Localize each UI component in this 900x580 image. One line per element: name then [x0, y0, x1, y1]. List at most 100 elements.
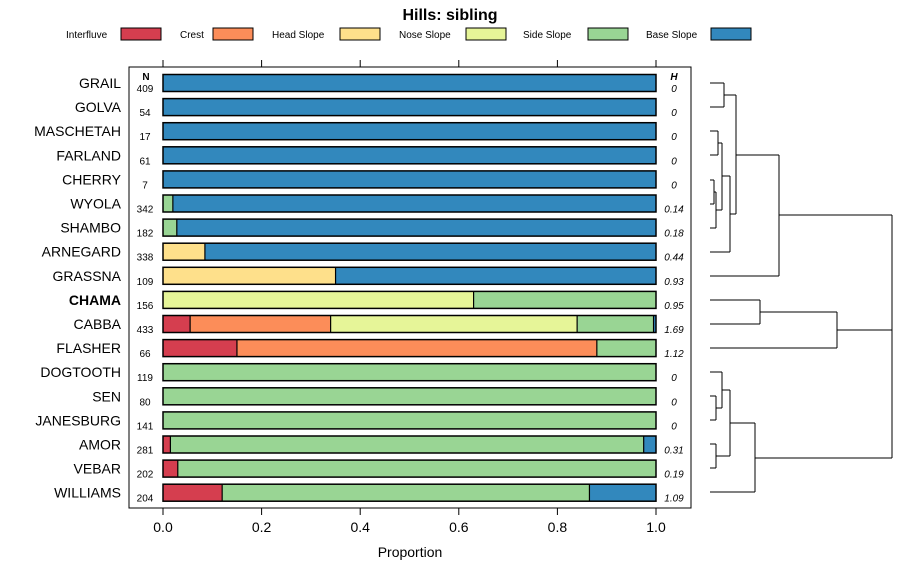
row-label: FLASHER — [56, 340, 121, 356]
x-tick-label: 0.0 — [153, 519, 173, 535]
bar-row: GOLVA 54 0 — [75, 97, 677, 119]
dendro-branch — [710, 154, 780, 277]
bar-segment — [163, 339, 237, 357]
bar-segment — [577, 315, 654, 333]
bar-outline — [162, 459, 657, 478]
x-axis: 0.0 0.2 0.4 0.6 0.8 1.0 — [153, 508, 666, 535]
n-column-header: N — [142, 72, 149, 83]
bar-segment — [163, 267, 336, 285]
dendro-branch — [710, 311, 838, 349]
n-value: 17 — [139, 132, 151, 143]
dendro-branch — [710, 179, 715, 205]
bar-outline — [162, 435, 657, 454]
dendro-branch — [710, 191, 717, 229]
x-tick-label: 0.2 — [252, 519, 272, 535]
bar-segment — [177, 460, 657, 478]
h-value: 0.18 — [664, 229, 684, 240]
bar-segment — [163, 460, 178, 478]
dendro-branch — [710, 82, 725, 108]
n-value: 54 — [139, 108, 151, 119]
row-label: SEN — [92, 388, 121, 404]
bar-outline — [162, 338, 657, 358]
chart-title: Hills: sibling — [402, 7, 497, 24]
x-tick-label: 0.6 — [449, 519, 469, 535]
bar-row: WYOLA 342 0.14 — [70, 194, 684, 216]
row-label: GRAIL — [79, 75, 121, 91]
legend-label: Head Slope — [272, 30, 325, 41]
h-value: 0 — [671, 373, 677, 384]
h-value: 1.09 — [664, 494, 684, 505]
bar-segment — [653, 315, 656, 333]
bar-outline — [162, 194, 657, 213]
legend-label: Interfluve — [66, 30, 108, 41]
legend-label: Base Slope — [646, 30, 698, 41]
bar-segment — [176, 219, 656, 237]
dendro-branch — [716, 142, 723, 211]
bar-segment — [163, 484, 223, 502]
bar-segment — [163, 243, 205, 261]
legend-swatch — [587, 27, 629, 41]
h-value: 0 — [671, 132, 677, 143]
x-tick-label: 0.8 — [548, 519, 568, 535]
n-value: 338 — [137, 253, 154, 264]
h-value: 0.93 — [664, 277, 684, 288]
bar-row: GRAIL 409 0 — [79, 73, 677, 95]
bar-outline — [162, 314, 657, 334]
bar-segment — [163, 219, 177, 237]
bar-outline — [162, 121, 657, 141]
h-value: 0.19 — [664, 470, 684, 481]
n-value: 7 — [142, 180, 148, 191]
dendrogram — [710, 82, 893, 493]
bar-segment — [163, 98, 656, 116]
legend-label: Crest — [180, 30, 204, 41]
row-label: JANESBURG — [35, 412, 121, 428]
n-value: 281 — [137, 446, 154, 457]
x-axis-top — [162, 60, 657, 67]
h-column-header: H — [670, 72, 678, 83]
h-value: 1.69 — [664, 325, 684, 336]
legend-label: Side Slope — [523, 30, 572, 41]
bar-segment — [222, 484, 590, 502]
row-label: CABBA — [74, 316, 122, 332]
row-label: MASCHETAH — [34, 123, 121, 139]
row-label: GRASSNA — [53, 268, 122, 284]
n-value: 66 — [139, 349, 151, 360]
bar-row: CHAMA 156 0.95 — [69, 290, 684, 312]
bar-row: SEN 80 0 — [92, 387, 677, 408]
bar-row: AMOR 281 0.31 — [79, 435, 684, 457]
h-value: 1.12 — [664, 349, 684, 360]
bar-outline — [162, 218, 657, 237]
legend: Interfluve Crest Head Slope Nose Slope Side … — [66, 27, 752, 41]
h-value: 0.44 — [664, 253, 684, 264]
bar-segment — [163, 170, 656, 188]
bar-row: ARNEGARD 338 0.44 — [42, 242, 684, 264]
bar-segment — [190, 315, 331, 333]
bar-row: GRASSNA 109 0.93 — [53, 266, 684, 288]
x-tick-label: 1.0 — [646, 519, 666, 535]
legend-swatch — [212, 27, 254, 41]
bar-segment — [589, 484, 656, 502]
h-value: 0 — [671, 84, 677, 95]
h-value: 0.14 — [664, 205, 684, 216]
row-label: DOGTOOTH — [40, 364, 121, 380]
n-value: 182 — [137, 229, 154, 240]
bar-segment — [335, 267, 656, 285]
bar-row: WILLIAMS 204 1.09 — [54, 483, 684, 505]
n-value: 342 — [137, 205, 154, 216]
n-value: 141 — [137, 421, 154, 432]
n-value: 156 — [137, 301, 154, 312]
bar-segment — [170, 436, 644, 453]
n-value: 61 — [139, 156, 151, 167]
bar-segment — [163, 387, 656, 405]
dendro-branch — [710, 130, 719, 156]
bar-row: FLASHER 66 1.12 — [56, 338, 684, 360]
n-value: 433 — [137, 325, 154, 336]
bar-outline — [162, 266, 657, 286]
bar-segment — [163, 122, 656, 140]
n-value: 80 — [139, 397, 151, 408]
row-label: WYOLA — [70, 196, 121, 212]
bar-outline — [162, 170, 657, 189]
legend-label: Nose Slope — [399, 30, 451, 41]
dendro-branch — [710, 395, 717, 421]
